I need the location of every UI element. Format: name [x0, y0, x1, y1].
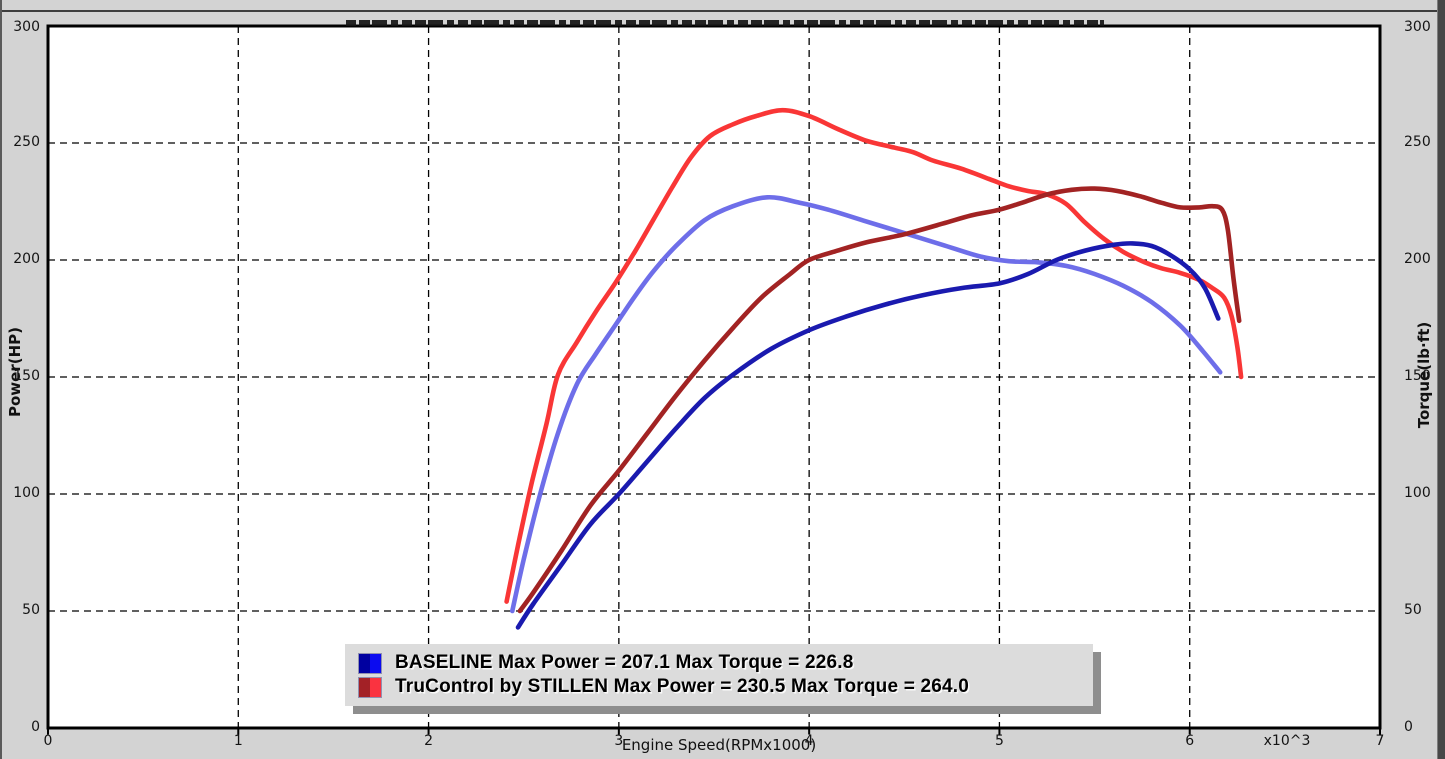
curve-baseline-power-hp- — [515, 241, 1221, 630]
x-axis-multiplier-label: x10^3 — [1263, 733, 1311, 749]
right-axis-tick-label: 150 — [1404, 368, 1431, 384]
plot-border — [46, 24, 1382, 730]
left-axis-tick-label: 0 — [31, 719, 40, 735]
bottom-axis-tick-label: 5 — [994, 733, 1004, 749]
left-axis-tick-label: 50 — [22, 602, 40, 618]
legend-swatch-trucontrol — [358, 676, 382, 698]
bottom-axis-tick-label: 0 — [43, 733, 53, 749]
window-frame-left-edge — [0, 0, 2, 759]
curve-baseline-torque-lb-ft- — [509, 194, 1223, 614]
legend-row-baseline: BASELINE Max Power = 207.1 Max Torque = … — [358, 651, 1093, 675]
left-axis-tick-label: 100 — [13, 485, 40, 501]
bottom-axis-tick-label: 6 — [1185, 733, 1195, 749]
legend-box: BASELINE Max Power = 207.1 Max Torque = … — [345, 644, 1093, 706]
bottom-axis-tick-label: 3 — [614, 733, 624, 749]
clipped-chart-title — [346, 20, 1104, 26]
bottom-axis-tick-label: 7 — [1375, 733, 1385, 749]
bottom-axis-tick-label: 1 — [233, 733, 243, 749]
left-axis-tick-label: 300 — [13, 19, 40, 35]
left-axis-tick-label: 150 — [13, 368, 40, 384]
left-axis-tick-label: 250 — [13, 134, 40, 150]
right-axis-tick-label: 200 — [1404, 251, 1431, 267]
right-axis-tick-label: 100 — [1404, 485, 1431, 501]
left-axis-tick-label: 200 — [13, 251, 40, 267]
curve-trucontrol-by-stillen-torque-lb-ft- — [504, 107, 1244, 604]
bottom-axis-tick-label: 4 — [804, 733, 814, 749]
right-axis-tick-label: 300 — [1404, 19, 1431, 35]
bottom-axis-tick-label: 2 — [424, 733, 434, 749]
legend-label-trucontrol: TruControl by STILLEN Max Power = 230.5 … — [395, 676, 970, 697]
curve-trucontrol-by-stillen-power-hp- — [517, 186, 1242, 614]
right-axis-tick-label: 250 — [1404, 134, 1431, 150]
bottom-axis-title: Engine Speed(RPMx1000) — [621, 736, 817, 754]
right-axis-tick-label: 0 — [1404, 719, 1413, 735]
window-frame-right-edge — [1437, 0, 1445, 759]
legend-label-baseline: BASELINE Max Power = 207.1 Max Torque = … — [395, 652, 854, 673]
legend-swatch-baseline — [358, 652, 382, 674]
right-axis-tick-label: 50 — [1404, 602, 1422, 618]
window-frame-top-line — [0, 10, 1445, 12]
legend-row-trucontrol: TruControl by STILLEN Max Power = 230.5 … — [358, 675, 1093, 699]
